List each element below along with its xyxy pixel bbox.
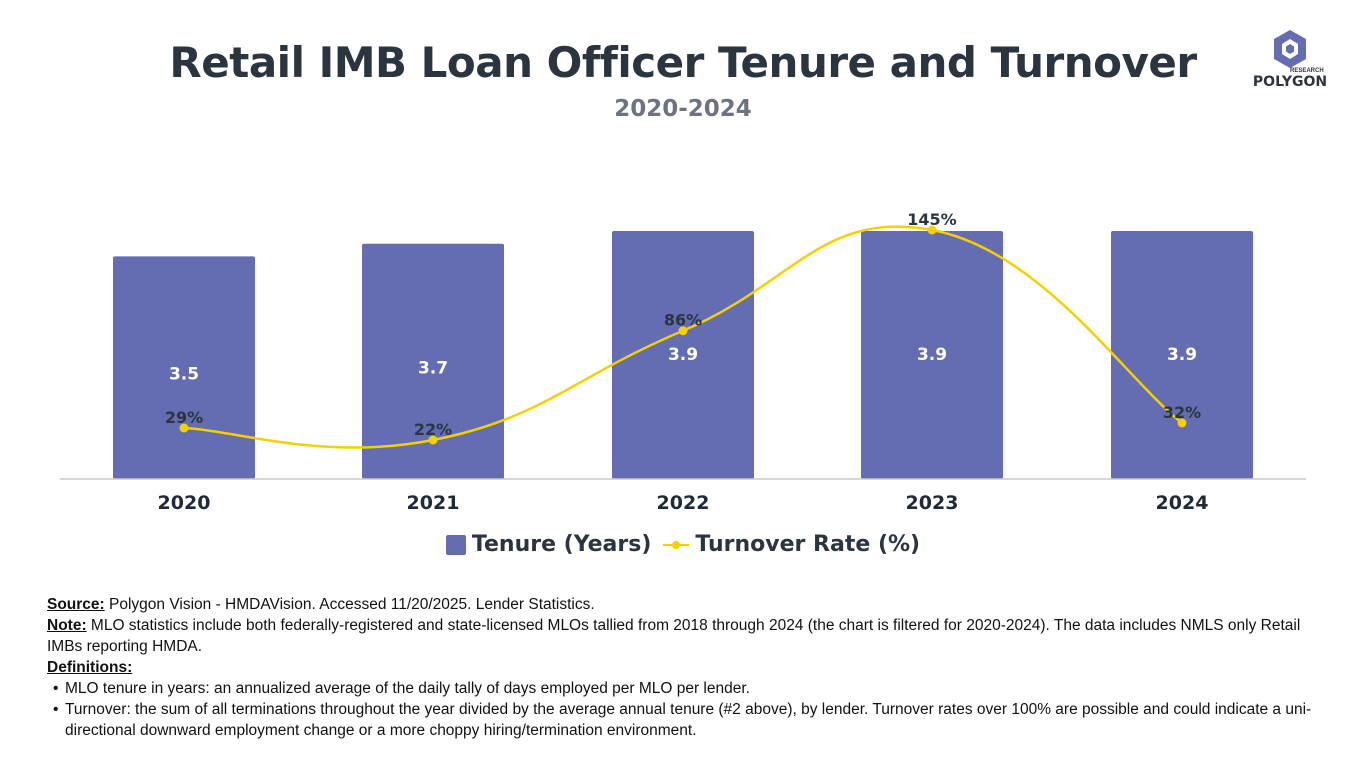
turnover-value-label: 86%	[664, 311, 702, 330]
legend-label-turnover: Turnover Rate (%)	[695, 532, 921, 557]
turnover-value-label: 22%	[414, 420, 452, 439]
x-tick-label: 2021	[407, 492, 460, 514]
legend-item-tenure: Tenure (Years)	[445, 532, 652, 557]
legend-swatch-turnover	[663, 535, 690, 555]
tenure-bar	[861, 231, 1003, 479]
turnover-point	[678, 326, 688, 336]
polygon-logo-icon	[1274, 30, 1306, 68]
tenure-value-label: 3.9	[668, 345, 698, 365]
turnover-value-label: 29%	[165, 408, 203, 427]
legend-item-turnover: Turnover Rate (%)	[663, 532, 920, 557]
x-tick-label: 2024	[1156, 492, 1209, 514]
tenure-bar	[1111, 231, 1253, 479]
tenure-value-label: 3.9	[1167, 345, 1197, 365]
turnover-point	[927, 225, 937, 235]
definitions-list: MLO tenure in years: an annualized avera…	[47, 678, 1337, 741]
turnover-point	[428, 435, 438, 445]
chart-title: Retail IMB Loan Officer Tenure and Turno…	[169, 38, 1197, 87]
footnotes: Source: Polygon Vision - HMDAVision. Acc…	[47, 594, 1337, 741]
logo-text: POLYGON	[1252, 74, 1328, 90]
definition-item: Turnover: the sum of all terminations th…	[53, 699, 1337, 741]
source-text: Polygon Vision - HMDAVision. Accessed 11…	[104, 596, 595, 613]
tenure-bar	[362, 243, 504, 479]
turnover-point	[179, 423, 189, 433]
turnover-value-label: 145%	[907, 210, 956, 229]
x-tick-label: 2022	[657, 492, 710, 514]
turnover-series-line	[183, 225, 1183, 449]
tenure-bar	[612, 231, 754, 479]
turnover-point	[1177, 418, 1187, 428]
note-text: MLO statistics include both federally-re…	[47, 617, 1301, 655]
tenure-value-label: 3.5	[169, 365, 199, 385]
legend-label-tenure: Tenure (Years)	[471, 532, 652, 557]
chart-area: 3.5 3.7 3.9 3.9 3.9 2020 2021 2022 2023 2024 29% 22…	[60, 210, 1306, 514]
x-tick-label: 2023	[906, 492, 959, 514]
definitions-label: Definitions:	[47, 659, 133, 676]
x-tick-label: 2020	[158, 492, 211, 514]
chart-subtitle: 2020-2024	[614, 96, 752, 122]
source-label: Source:	[47, 596, 105, 613]
logo-subtext: RESEARCH	[1290, 68, 1324, 74]
tenure-bar	[113, 256, 255, 479]
note: Note: MLO statistics include both federa…	[47, 615, 1337, 657]
tenure-value-label: 3.7	[418, 358, 448, 378]
legend-swatch-tenure	[445, 534, 466, 555]
source-note: Source: Polygon Vision - HMDAVision. Acc…	[47, 594, 1337, 615]
legend: Tenure (Years) Turnover Rate (%)	[0, 532, 1366, 557]
tenure-value-label: 3.9	[917, 345, 947, 365]
note-label: Note:	[47, 617, 87, 634]
definition-item: MLO tenure in years: an annualized avera…	[53, 678, 1337, 699]
turnover-value-label: 32%	[1163, 403, 1201, 422]
